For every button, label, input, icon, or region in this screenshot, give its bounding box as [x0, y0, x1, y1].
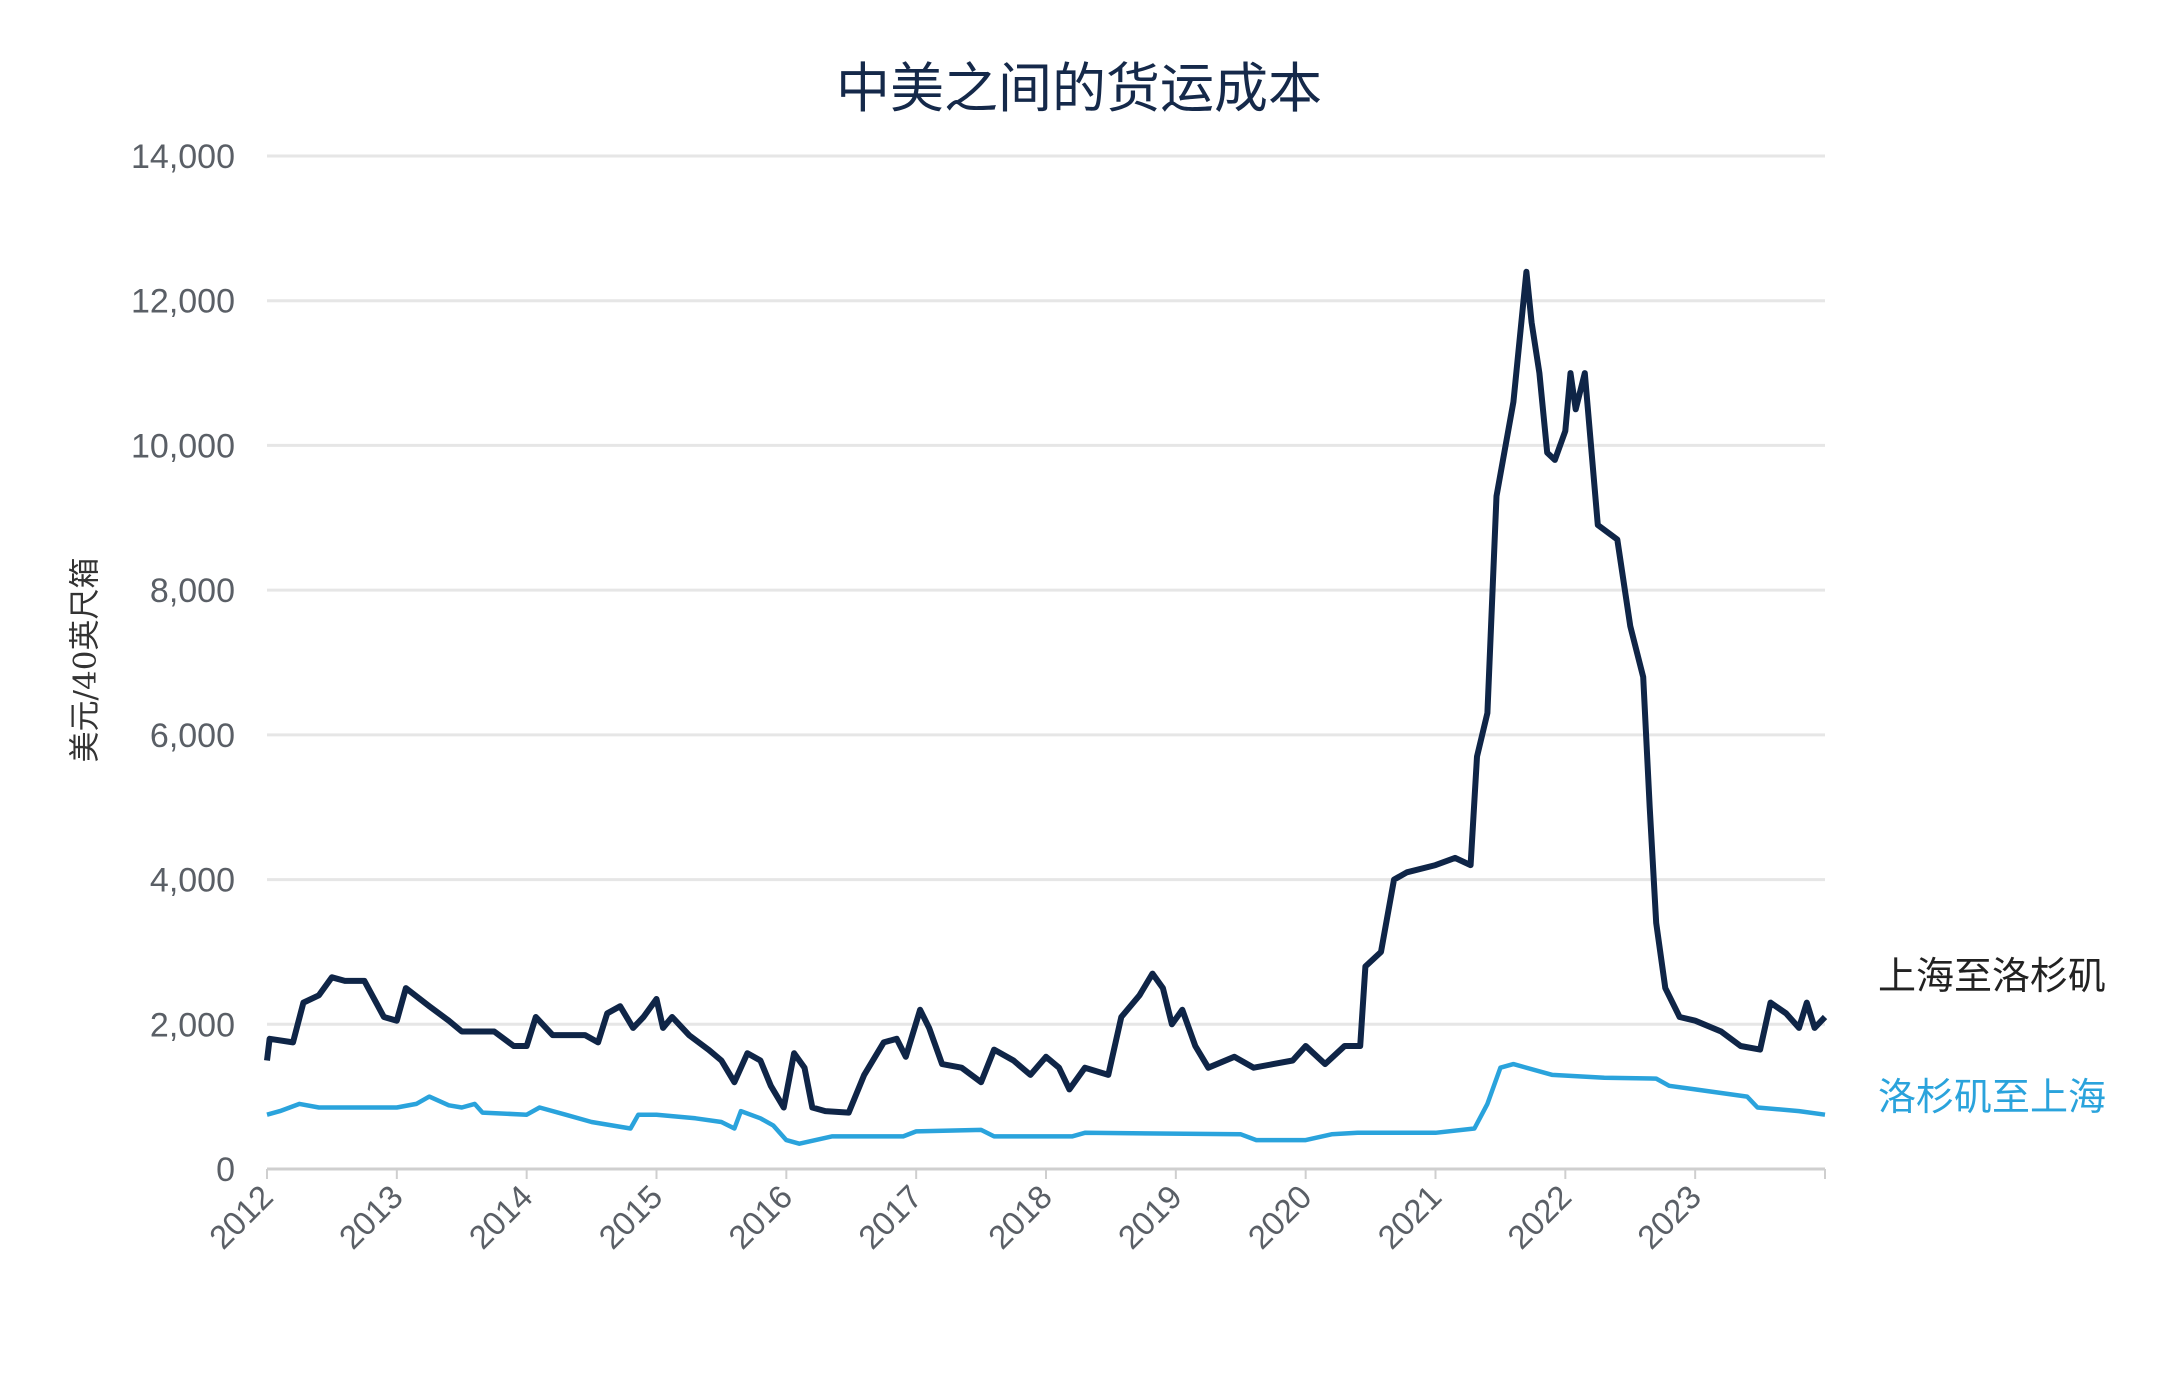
y-tick-label: 6,000 [150, 717, 235, 755]
x-tick-label: 2013 [332, 1178, 410, 1256]
x-tick-label: 2018 [981, 1178, 1059, 1256]
x-tick-label: 2021 [1370, 1178, 1448, 1256]
y-tick-label: 10,000 [131, 427, 235, 465]
x-tick-label: 2016 [721, 1178, 799, 1256]
x-tick-label: 2020 [1241, 1178, 1319, 1256]
x-tick-label: 2014 [462, 1178, 540, 1256]
series-line-la-to-shanghai [266, 1061, 1826, 1146]
x-tick-label: 2022 [1500, 1178, 1578, 1256]
legend-la-to-shanghai: 洛杉矶至上海 [1878, 1075, 2107, 1119]
legend-shanghai-to-la: 上海至洛杉矶 [1878, 954, 2107, 998]
x-tick-label: 2019 [1111, 1178, 1189, 1256]
x-tick-label: 2015 [591, 1178, 669, 1256]
y-tick-label: 0 [216, 1151, 235, 1189]
y-tick-label: 8,000 [150, 572, 235, 610]
y-tick-label: 2,000 [150, 1006, 235, 1044]
series-line-shanghai-to-la [264, 268, 1828, 1116]
x-tick-label: 2023 [1630, 1178, 1708, 1256]
y-tick-label: 4,000 [150, 862, 235, 900]
chart-title: 中美之间的货运成本 [836, 57, 1322, 120]
x-tick-label: 2012 [202, 1178, 280, 1256]
y-axis-label: 美元/40英尺箱 [67, 557, 104, 763]
y-tick-label: 12,000 [131, 283, 235, 321]
y-tick-label: 14,000 [131, 138, 235, 176]
x-tick-label: 2017 [851, 1178, 929, 1256]
